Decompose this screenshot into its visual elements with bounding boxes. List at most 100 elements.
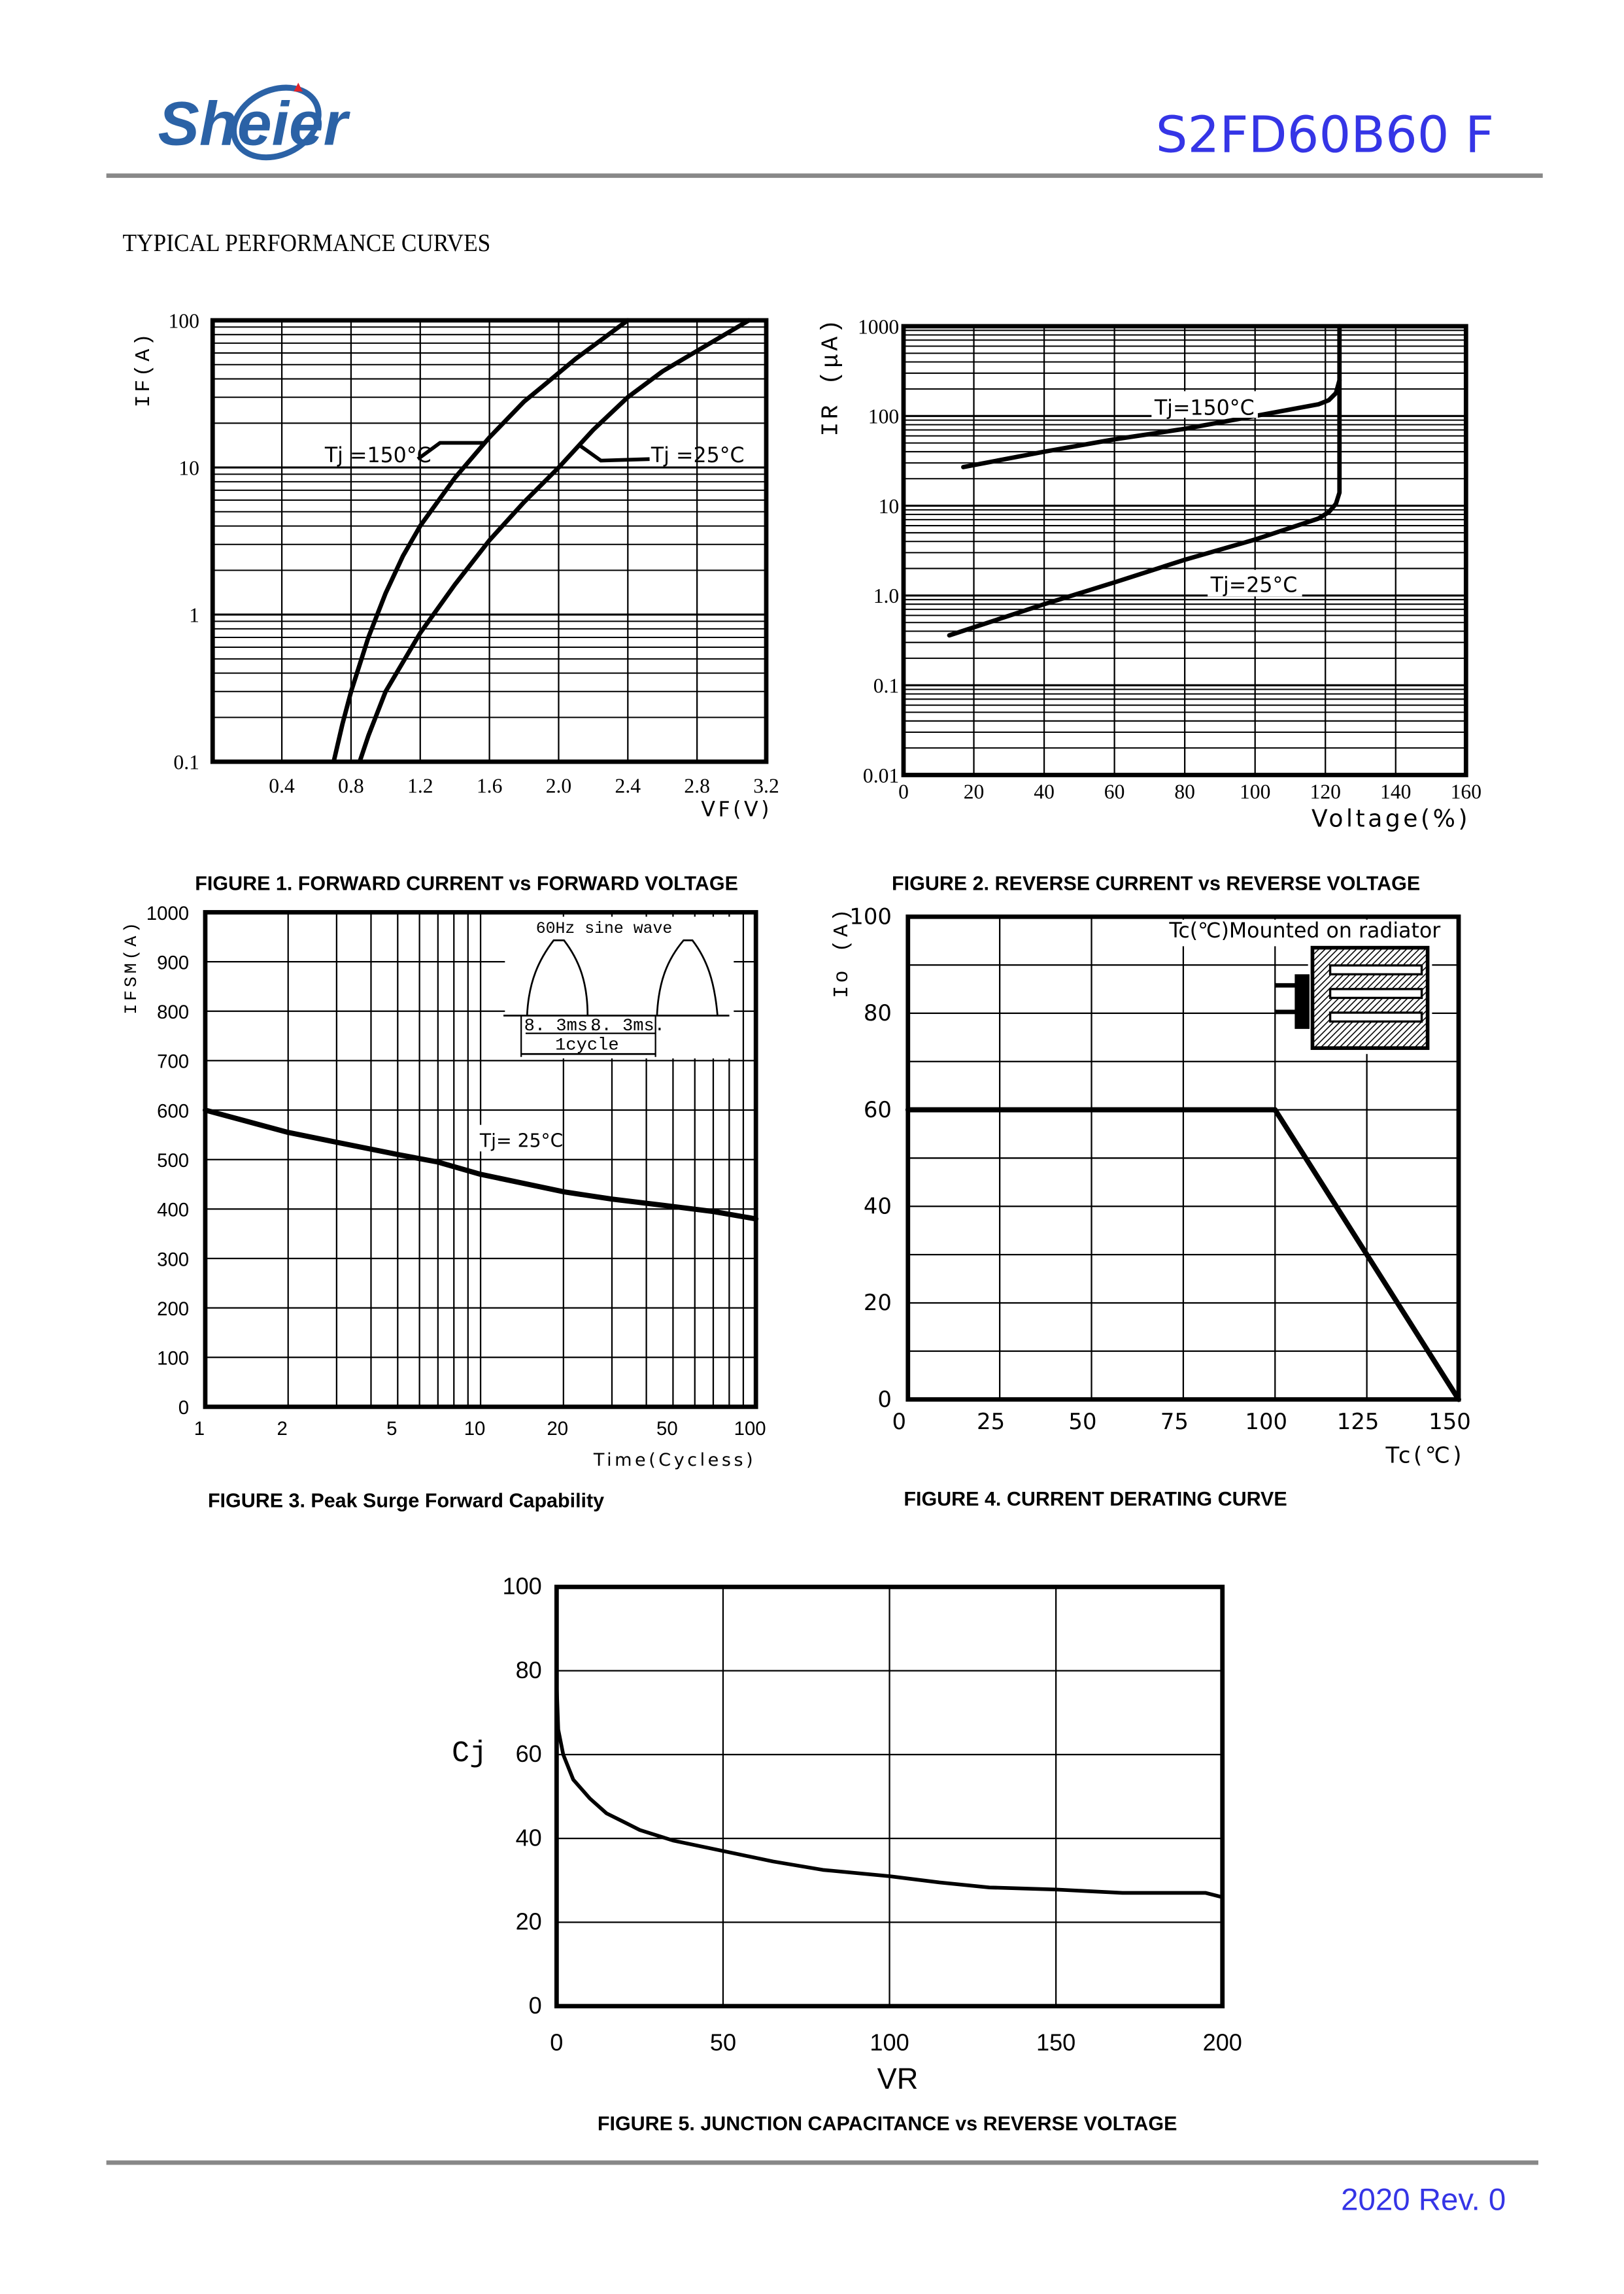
x-tick-label: 100 (734, 1418, 766, 1440)
x-tick-label: 3.2 (753, 775, 779, 798)
y-tick-label: 80 (864, 1000, 892, 1026)
x-tick-label: 80 (1174, 781, 1195, 803)
grid (907, 917, 1459, 1400)
series-line-1 (202, 1107, 759, 1222)
x-axis-title: VF(V) (701, 798, 772, 822)
x-tick-label: 60 (1104, 781, 1125, 803)
figure-1: 0.4 0.8 1.2 1.6 2.0 2.4 2.8 3.2 0.1 1 10 100 VF(V) IF… (133, 309, 779, 894)
figure-caption: FIGURE 2. REVERSE CURRENT vs REVERSE VOL… (892, 873, 1420, 895)
revision-label: 2020 Rev. 0 (1341, 2182, 1506, 2217)
section-title: TYPICAL PERFORMANCE CURVES (122, 229, 490, 257)
x-tick-label: 2.4 (615, 775, 641, 798)
header-rule (106, 173, 1543, 178)
y-tick-label: 400 (157, 1200, 189, 1221)
x-tick-label: 100 (1245, 1409, 1287, 1434)
x-tick-label: 100 (870, 2029, 909, 2055)
y-tick-label: 100 (849, 904, 892, 930)
x-axis-title: Tc(℃) (1385, 1443, 1464, 1468)
inset-background (505, 917, 734, 1059)
y-tick-label: 300 (157, 1249, 189, 1270)
y-tick-label: 20 (516, 1908, 542, 1935)
x-tick-label: 200 (1203, 2029, 1242, 2055)
x-axis-title: Time(Cycless) (593, 1450, 756, 1470)
fig1-leader-25c (579, 444, 650, 463)
radiator-icon (1276, 941, 1432, 1054)
fig1-leader-150c (416, 441, 486, 461)
x-tick-label: 150 (1036, 2029, 1075, 2055)
y-tick-label: 0.1 (873, 674, 900, 697)
x-tick-label: 40 (1034, 781, 1055, 803)
y-tick-label: 900 (157, 952, 189, 973)
x-tick-label: 20 (547, 1418, 568, 1440)
x-tick-label: 1 (194, 1418, 205, 1440)
x-tick-label: 25 (977, 1409, 1005, 1434)
plot-frame (901, 324, 1468, 777)
fig3-inset: 60Hz sine wave 8. 3ms. 8. 3ms. 1cycle (503, 917, 734, 1059)
series-line-1 (331, 318, 630, 764)
plot-frame (554, 1585, 1225, 2009)
grid (212, 320, 767, 762)
x-tick-label: 160 (1451, 781, 1481, 803)
x-tick-label: 50 (710, 2029, 736, 2055)
plot-frame (203, 910, 758, 1409)
y-tick-label: 100 (157, 1348, 189, 1370)
figure-5: 0 50 100 150 200 0 20 40 60 80 100 VR Cj FIGURE 5. JU… (452, 1573, 1242, 2135)
y-tick-label: 500 (157, 1150, 189, 1172)
y-tick-label: 0 (529, 1992, 542, 2019)
sine-half-wave-1 (526, 939, 589, 1016)
brand-logo: Sheier (158, 82, 351, 161)
y-tick-label: 200 (157, 1298, 189, 1320)
x-tick-label: 120 (1310, 781, 1341, 803)
logo-accent-icon (294, 82, 303, 92)
y-tick-label: 60 (516, 1740, 542, 1767)
series-line-1 (554, 1681, 1225, 1899)
logo-text: Sheier (158, 89, 351, 158)
sine-half-wave-2 (656, 939, 719, 1016)
y-tick-label: 0 (178, 1397, 189, 1419)
y-tick-label: 100 (503, 1573, 542, 1600)
grid (556, 1587, 1223, 2006)
x-axis-title: Voltage(%) (1311, 805, 1470, 833)
series-line-2 (947, 378, 1342, 638)
x-tick-label: 2.0 (546, 775, 572, 798)
x-tick-label: 10 (464, 1418, 486, 1440)
y-tick-label: 1 (189, 603, 199, 626)
grid (903, 326, 1466, 775)
figure-caption: FIGURE 4. CURRENT DERATING CURVE (904, 1488, 1287, 1510)
x-tick-label: 2 (277, 1418, 288, 1440)
plot-frame (210, 318, 769, 764)
y-tick-label: 0 (877, 1387, 892, 1412)
x-tick-label: 125 (1337, 1409, 1379, 1434)
x-tick-label: 50 (656, 1418, 678, 1440)
fig2-annotations: Tj=150°C Tj=25°C (1151, 391, 1302, 597)
y-tick-label: 40 (864, 1194, 892, 1219)
fig2-label-150c: Tj=150°C (1154, 397, 1255, 420)
x-tick-label: 50 (1068, 1409, 1096, 1434)
x-tick-label: 1.2 (407, 775, 433, 798)
y-tick-label: 0.1 (173, 751, 199, 773)
charts-layer: 0.4 0.8 1.2 1.6 2.0 2.4 2.8 3.20.1110100VF(V)IF… (122, 309, 1481, 2134)
y-tick-label: 1.0 (873, 584, 900, 607)
fig4-label-bg (1163, 919, 1456, 947)
y-tick-label: 0.01 (863, 764, 899, 787)
figure-caption: FIGURE 1. FORWARD CURRENT vs FORWARD VOL… (195, 873, 738, 895)
y-tick-label: 800 (157, 1002, 189, 1023)
y-tick-label: 600 (157, 1100, 189, 1122)
x-tick-label: 0 (898, 781, 909, 803)
y-axis-title: Io (A) (831, 906, 854, 998)
fig2-label-25c: Tj=25°C (1210, 573, 1298, 597)
x-tick-label: 0 (892, 1409, 906, 1434)
y-axis-title: Cj (452, 1736, 487, 1770)
x-tick-label: 140 (1380, 781, 1411, 803)
x-tick-label: 0.4 (269, 775, 295, 798)
inset-title: 60Hz sine wave (536, 920, 673, 938)
x-tick-label: 75 (1160, 1409, 1189, 1434)
plot-frame (905, 914, 1461, 1402)
logo-swoosh (230, 84, 322, 161)
fig2-label-bg (1151, 391, 1258, 418)
footer-rule (106, 2160, 1538, 2165)
x-tick-label: 1.6 (477, 775, 503, 798)
part-number: S2FD60B60 F (1156, 107, 1494, 165)
x-axis-title: VR (877, 2062, 919, 2095)
